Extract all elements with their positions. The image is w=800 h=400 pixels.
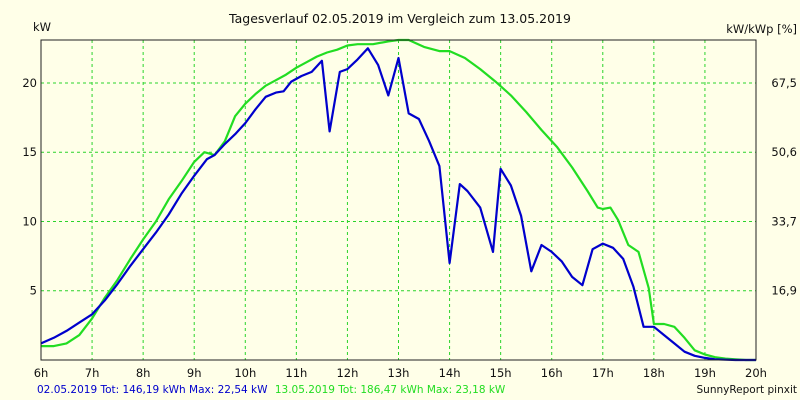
y-tick-label-left: 15 <box>22 145 37 159</box>
y-tick-label-right: 33,7 <box>771 214 797 228</box>
y-tick-labels-right: 16,9 33,7 50,6 67,5 <box>771 76 797 298</box>
y-axis-right-label: kW/kWp [%] <box>726 22 797 36</box>
x-tick-label: 18h <box>643 366 665 380</box>
legend-series-1-summary: 02.05.2019 Tot: 146,19 kWh Max: 22,54 kW <box>37 384 268 396</box>
x-tick-label: 12h <box>336 366 358 380</box>
x-tick-label: 7h <box>85 366 100 380</box>
x-tick-label: 13h <box>388 366 410 380</box>
y-tick-label-left: 5 <box>30 284 37 298</box>
x-tick-label: 17h <box>592 366 614 380</box>
y-tick-label-right: 16,9 <box>771 284 797 298</box>
y-tick-label-right: 50,6 <box>771 145 797 159</box>
chart-title: Tagesverlauf 02.05.2019 im Vergleich zum… <box>228 11 571 26</box>
x-tick-label: 20h <box>745 366 767 380</box>
y-tick-label-right: 67,5 <box>771 76 797 90</box>
y-tick-labels-left: 5 10 15 20 <box>22 76 37 298</box>
x-tick-label: 11h <box>285 366 307 380</box>
x-tick-label: 8h <box>136 366 151 380</box>
grid <box>41 40 756 360</box>
y-tick-label-left: 20 <box>22 76 37 90</box>
x-tick-label: 6h <box>34 366 49 380</box>
footer-credit: SunnyReport pinxit <box>697 384 797 396</box>
x-tick-label: 19h <box>694 366 716 380</box>
x-tick-label: 15h <box>490 366 512 380</box>
y-tick-label-left: 10 <box>22 214 37 228</box>
x-tick-labels: 6h 7h 8h 9h 10h 11h 12h 13h 14h 15h 16h 17h 18h 19h 20… <box>34 366 767 380</box>
x-tick-label: 10h <box>234 366 256 380</box>
x-tick-label: 16h <box>541 366 563 380</box>
legend-summary: 02.05.2019 Tot: 146,19 kWh Max: 22,54 kW… <box>37 384 506 396</box>
y-axis-left-label: kW <box>33 20 51 34</box>
x-tick-label: 14h <box>439 366 461 380</box>
x-tick-label: 9h <box>187 366 202 380</box>
legend-series-2-summary: 13.05.2019 Tot: 186,47 kWh Max: 23,18 kW <box>275 384 506 396</box>
plot-frame <box>40 39 757 361</box>
series-line-1 <box>40 47 756 362</box>
